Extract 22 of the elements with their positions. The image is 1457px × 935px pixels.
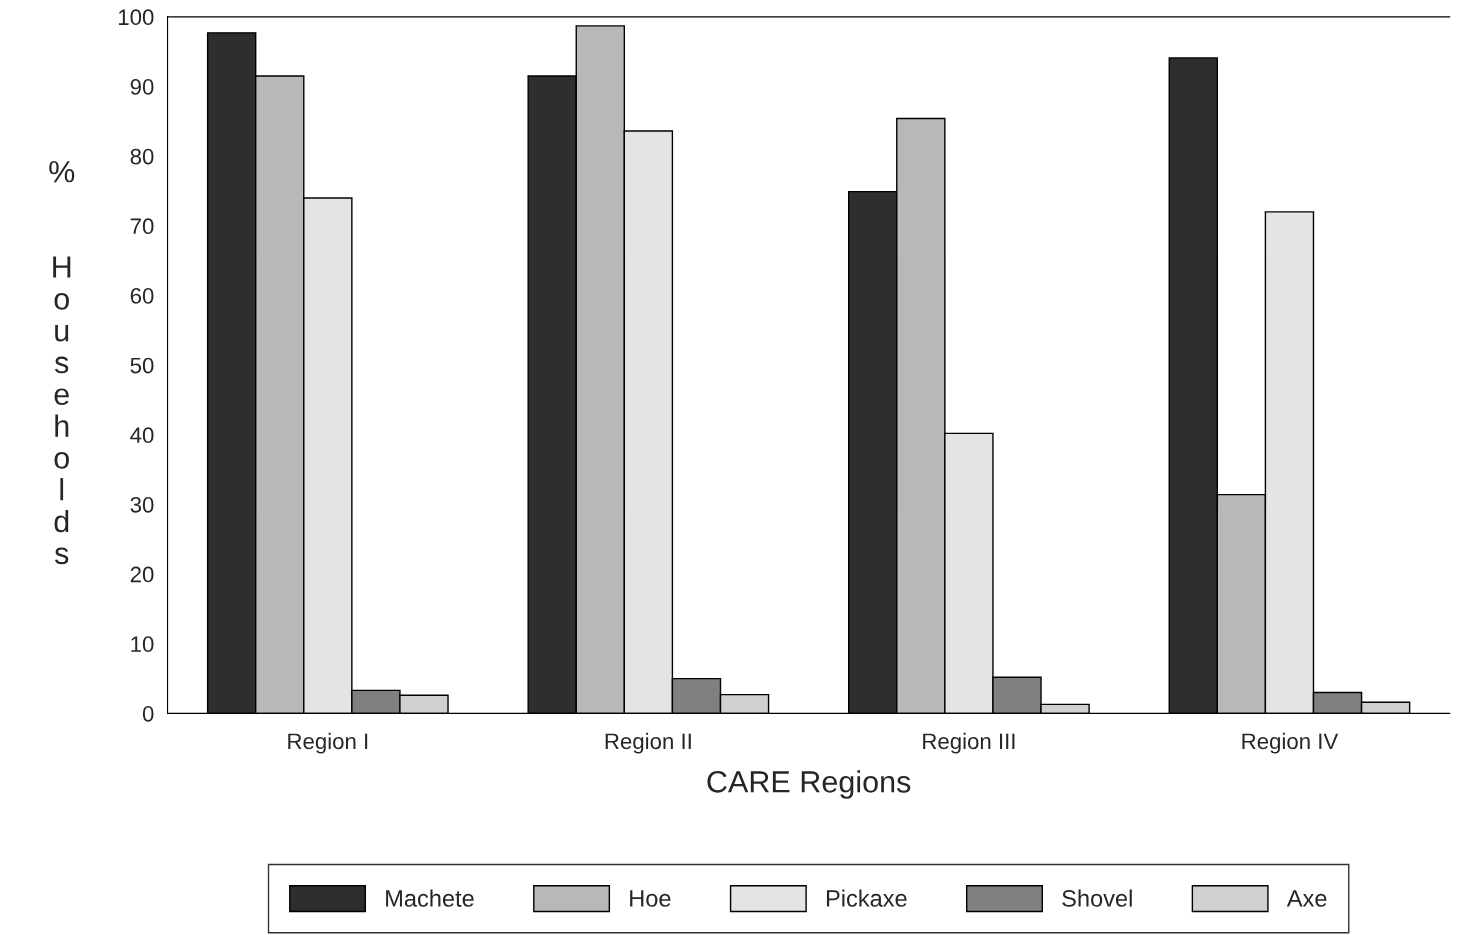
y-tick-label: 100 [118, 9, 154, 26]
y-tick-label: 80 [130, 148, 154, 165]
legend-label: Hoe [630, 890, 671, 907]
legend-label: Axe [1286, 890, 1327, 907]
x-tick-label: Region II [605, 732, 691, 754]
legend-label: Machete [386, 889, 474, 907]
y-tick-label: 30 [130, 496, 154, 513]
y-tick-label: 40 [130, 427, 154, 444]
y-tick-label: 70 [130, 218, 154, 235]
text: % Households [49, 160, 75, 565]
y-tick-label: 20 [130, 566, 154, 583]
y-tick-label: 0 [142, 705, 154, 722]
y-tick-label: 60 [130, 287, 154, 304]
y-tick-label: 10 [131, 636, 154, 653]
x-tick-label: Region I [288, 732, 368, 754]
x-axis-title: CARE Regions [707, 770, 911, 799]
x-tick-label: Region III [923, 732, 1015, 754]
y-tick-label: 50 [130, 357, 154, 374]
y-tick-label: 90 [130, 79, 154, 95]
x-tick-label: Region IV [1242, 732, 1339, 754]
legend-label: Shovel [1062, 889, 1132, 907]
legend-label: Pickaxe [826, 889, 907, 907]
